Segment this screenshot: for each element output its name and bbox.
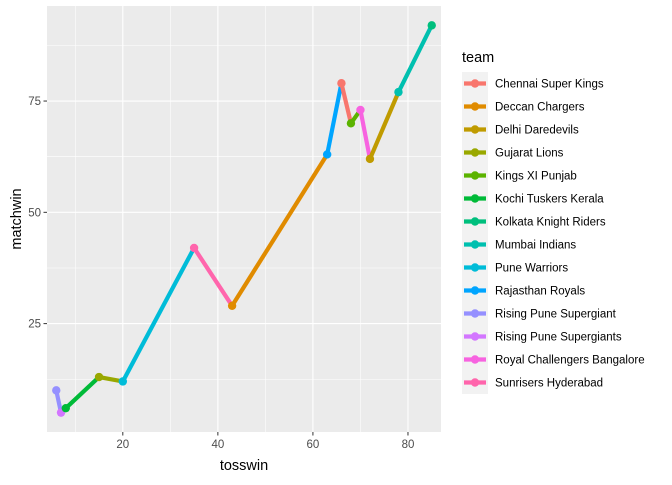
legend-label: Kolkata Knight Riders [495, 217, 606, 229]
point-delhi-daredevils [365, 154, 375, 164]
point-kings-xi-punjab [346, 119, 356, 128]
legend-label: Royal Challengers Bangalore [495, 355, 645, 367]
line-segment-pune-warriors [120, 246, 196, 383]
legend-item-deccan-chargers: Deccan Chargers [462, 95, 585, 118]
legend-item-rajasthan-royals: Rajasthan Royals [462, 279, 585, 302]
legend-key-point [470, 194, 480, 203]
x-tick-label: 60 [307, 439, 320, 451]
x-tick-label: 40 [211, 439, 224, 451]
point-gujarat-lions [94, 372, 104, 382]
series-lines [54, 24, 434, 415]
x-tick-label: 80 [402, 439, 415, 451]
legend-key-point [470, 125, 480, 134]
point-kolkata-knight-riders [427, 21, 436, 30]
legend-key-point [470, 102, 480, 111]
line-segment-rajasthan-royals [325, 82, 344, 155]
legend-key-point [470, 355, 480, 364]
legend-label: Delhi Daredevils [495, 125, 579, 137]
line-segment-royal-challengers-bangalore [358, 109, 373, 160]
point-deccan-chargers [227, 301, 237, 311]
legend-label: Kochi Tuskers Kerala [495, 194, 604, 206]
legend-item-kings-xi-punjab: Kings XI Punjab [462, 164, 577, 187]
point-royal-challengers-bangalore [356, 105, 365, 115]
point-rising-pune-supergiant [52, 386, 61, 395]
x-axis: 20 40 60 80 [116, 432, 414, 451]
legend-title: team [462, 50, 494, 66]
legend-label: Pune Warriors [495, 263, 568, 275]
legend-key-point [470, 309, 480, 318]
x-axis-title: tosswin [220, 458, 268, 474]
legend-item-gujarat-lions: Gujarat Lions [462, 141, 564, 164]
legend-key-point [470, 171, 480, 180]
legend-item-sunrisers-hyderabad: Sunrisers Hyderabad [462, 371, 603, 394]
legend-key-point [470, 148, 480, 157]
line-segment-sunrisers-hyderabad [192, 246, 234, 307]
legend-label: Chennai Super Kings [495, 79, 604, 91]
legend-key-point [470, 378, 480, 387]
legend-item-kolkata-knight-riders: Kolkata Knight Riders [462, 210, 606, 233]
point-sunrisers-hyderabad [189, 243, 199, 253]
legend-key-point [470, 286, 480, 295]
point-kochi-tuskers-kerala [61, 403, 70, 413]
legend-key-point [470, 263, 480, 272]
legend-key-point [470, 240, 480, 249]
legend-key-point [470, 217, 480, 226]
point-rajasthan-royals [322, 150, 332, 159]
line-segment-chennai-super-kings [339, 82, 353, 124]
legend: team Chennai Super Kings Deccan Chargers D… [462, 50, 645, 394]
legend-label: Rising Pune Supergiants [495, 332, 622, 344]
legend-key-point [470, 79, 480, 88]
line-segment-mumbai-indians [396, 24, 434, 94]
point-pune-warriors [118, 377, 128, 386]
y-axis: 25 50 75 [28, 96, 47, 331]
legend-item-kochi-tuskers-kerala: Kochi Tuskers Kerala [462, 187, 604, 210]
point-mumbai-indians [394, 87, 403, 97]
legend-label: Rajasthan Royals [495, 286, 585, 298]
legend-label: Kings XI Punjab [495, 171, 577, 183]
legend-item-pune-warriors: Pune Warriors [462, 256, 568, 279]
plot-panel [47, 6, 441, 432]
legend-item-royal-challengers-bangalore: Royal Challengers Bangalore [462, 348, 645, 371]
line-segment-kochi-tuskers-kerala [64, 375, 101, 410]
legend-item-delhi-daredevils: Delhi Daredevils [462, 118, 579, 141]
y-tick-label: 25 [28, 319, 41, 331]
legend-label: Gujarat Lions [495, 148, 564, 160]
x-tick-label: 20 [116, 439, 129, 451]
legend-label: Mumbai Indians [495, 240, 576, 252]
y-tick-label: 50 [28, 207, 41, 219]
y-axis-title: matchwin [9, 188, 25, 249]
legend-item-chennai-super-kings: Chennai Super Kings [462, 72, 604, 95]
data-points [52, 21, 436, 417]
legend-item-rising-pune-supergiant: Rising Pune Supergiant [462, 302, 617, 325]
legend-label: Deccan Chargers [495, 102, 585, 114]
point-chennai-super-kings [337, 79, 346, 88]
line-segment-delhi-daredevils [368, 91, 401, 160]
legend-label: Sunrisers Hyderabad [495, 378, 603, 390]
legend-item-rising-pune-supergiants: Rising Pune Supergiants [462, 325, 622, 348]
line-segment-deccan-chargers [230, 153, 329, 307]
legend-key-point [470, 332, 480, 341]
legend-label: Rising Pune Supergiant [495, 309, 617, 321]
y-tick-label: 75 [28, 96, 41, 108]
legend-item-mumbai-indians: Mumbai Indians [462, 233, 576, 256]
